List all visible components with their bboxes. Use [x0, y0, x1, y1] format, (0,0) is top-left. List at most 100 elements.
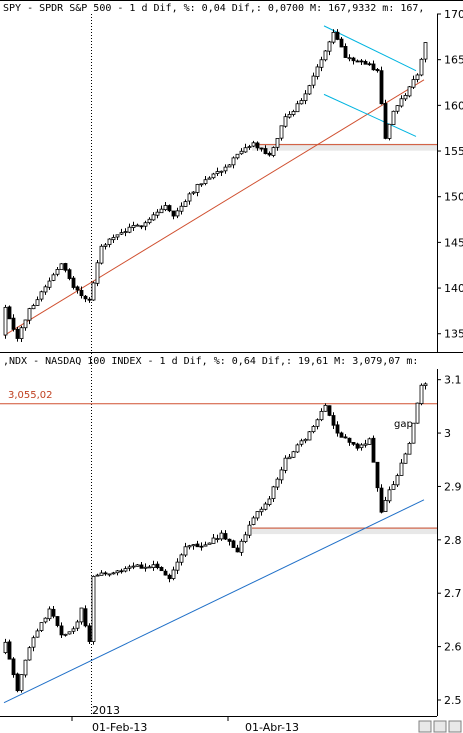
spy-candle-body: [347, 57, 352, 60]
spy-y-tick-label: 170: [444, 8, 463, 21]
spy-candle-body: [335, 31, 340, 40]
zoom-in-button[interactable]: [433, 720, 447, 733]
ndx-candle-body: [27, 647, 32, 661]
ndx-candle-body: [91, 575, 96, 643]
ndx-support-zone: [252, 527, 437, 535]
spy-candle-body: [155, 211, 160, 216]
ndx-candle-body: [263, 503, 268, 510]
spy-candle-body: [159, 208, 164, 214]
spy-candle-body: [219, 170, 224, 173]
spy-candle-body: [203, 179, 208, 184]
spy-candle-body: [251, 142, 256, 147]
spy-candle-body: [83, 295, 88, 300]
spy-candle-body: [255, 142, 260, 149]
spy-candle-body: [59, 263, 64, 270]
spy-candle-body: [287, 114, 292, 118]
ndx-candle-body: [367, 438, 372, 445]
scroll-button[interactable]: [448, 720, 462, 733]
ndx-candle-body: [19, 674, 24, 691]
ndx-candle-body: [239, 540, 244, 553]
spy-candle-body: [107, 238, 112, 245]
ndx-y-tick-label: 2.6: [444, 641, 462, 654]
spy-candle-body: [279, 125, 284, 139]
spy-candle-body: [239, 150, 244, 155]
ndx-y-tick-label: 3: [444, 427, 451, 440]
ndx-candle-body: [223, 533, 228, 540]
spy-candle-body: [167, 205, 172, 212]
ndx-candle-body: [327, 405, 332, 416]
spy-channel-lower: [323, 93, 417, 137]
ndx-candle-body: [115, 570, 120, 574]
spy-candle-body: [423, 42, 428, 60]
spy-candle-body: [111, 237, 116, 241]
ndx-candle-body: [135, 564, 140, 567]
ndx-candle-body: [191, 544, 196, 547]
spy-candle-body: [175, 210, 180, 217]
spy-candle-body: [223, 166, 228, 172]
spy-candle-body: [271, 147, 276, 156]
spy-candle-body: [7, 306, 12, 320]
ndx-candle-body: [163, 570, 168, 576]
spy-candle-body: [131, 225, 136, 228]
ndx-candle-body: [119, 570, 124, 573]
ndx-candle-body: [147, 566, 152, 569]
ndx-candle-body: [215, 538, 220, 541]
zoom-out-button[interactable]: [418, 720, 432, 733]
spy-candle-body: [323, 50, 328, 61]
ndx-candle-body: [267, 498, 272, 505]
spy-candle-body: [395, 105, 400, 112]
ndx-candle-body: [355, 443, 360, 449]
spy-candle-body: [119, 232, 124, 235]
spy-candle-body: [403, 94, 408, 100]
spy-candle-body: [319, 59, 324, 68]
ndx-candle-body: [331, 415, 336, 426]
ndx-candle-body: [419, 384, 424, 405]
spy-candle-body: [235, 153, 240, 159]
ndx-candle-body: [207, 542, 212, 545]
spy-candle-body: [411, 79, 416, 88]
ndx-candle-body: [247, 524, 252, 536]
spy-candle-body: [371, 63, 376, 71]
spy-candle-body: [87, 298, 92, 301]
spy-candle-body: [311, 75, 316, 86]
spy-candle-body: [227, 164, 232, 168]
ndx-candle-body: [339, 432, 344, 438]
ndx-candle-body: [107, 573, 112, 576]
ndx-candle-body: [407, 442, 412, 455]
spy-candle-body: [3, 306, 8, 336]
ndx-candle-body: [351, 442, 356, 445]
ndx-candle-body: [139, 564, 144, 569]
spy-candle-body: [127, 226, 132, 233]
spy-candle-body: [115, 234, 120, 238]
ndx-candle-body: [95, 574, 100, 577]
spy-candle-body: [183, 201, 188, 207]
spy-candle-body: [211, 173, 216, 179]
spy-candle-body: [359, 60, 364, 63]
spy-candle-body: [23, 319, 28, 329]
spy-candle-body: [71, 277, 76, 288]
ndx-candle-body: [103, 572, 108, 575]
spy-candle-body: [51, 274, 56, 281]
spy-candle-body: [147, 218, 152, 224]
ndx-candle-body: [255, 511, 260, 519]
spy-candle-body: [351, 57, 356, 62]
spy-candle-body: [295, 103, 300, 113]
spy-candle-body: [207, 177, 212, 180]
ndx-candle-body: [347, 437, 352, 443]
spy-candle-body: [163, 205, 168, 211]
ndx-candle-body: [159, 566, 164, 572]
ndx-candle-body: [111, 572, 116, 575]
ndx-header: ,NDX - NASDAQ 100 INDEX - 1 d Dif, %: 0,…: [3, 356, 418, 367]
ndx-candle-body: [39, 622, 44, 631]
spy-trendline: [3, 79, 425, 336]
spy-candle-body: [95, 262, 100, 284]
ndx-candle-body: [375, 461, 380, 489]
spy-candle-body: [47, 280, 52, 288]
ndx-candle-body: [79, 607, 84, 623]
ndx-candle-body: [31, 637, 36, 648]
ndx-candle-body: [179, 554, 184, 563]
spy-candle-body: [199, 183, 204, 186]
spy-candle-body: [39, 291, 44, 300]
ndx-candle-body: [311, 426, 316, 433]
ndx-candle-body: [175, 561, 180, 571]
